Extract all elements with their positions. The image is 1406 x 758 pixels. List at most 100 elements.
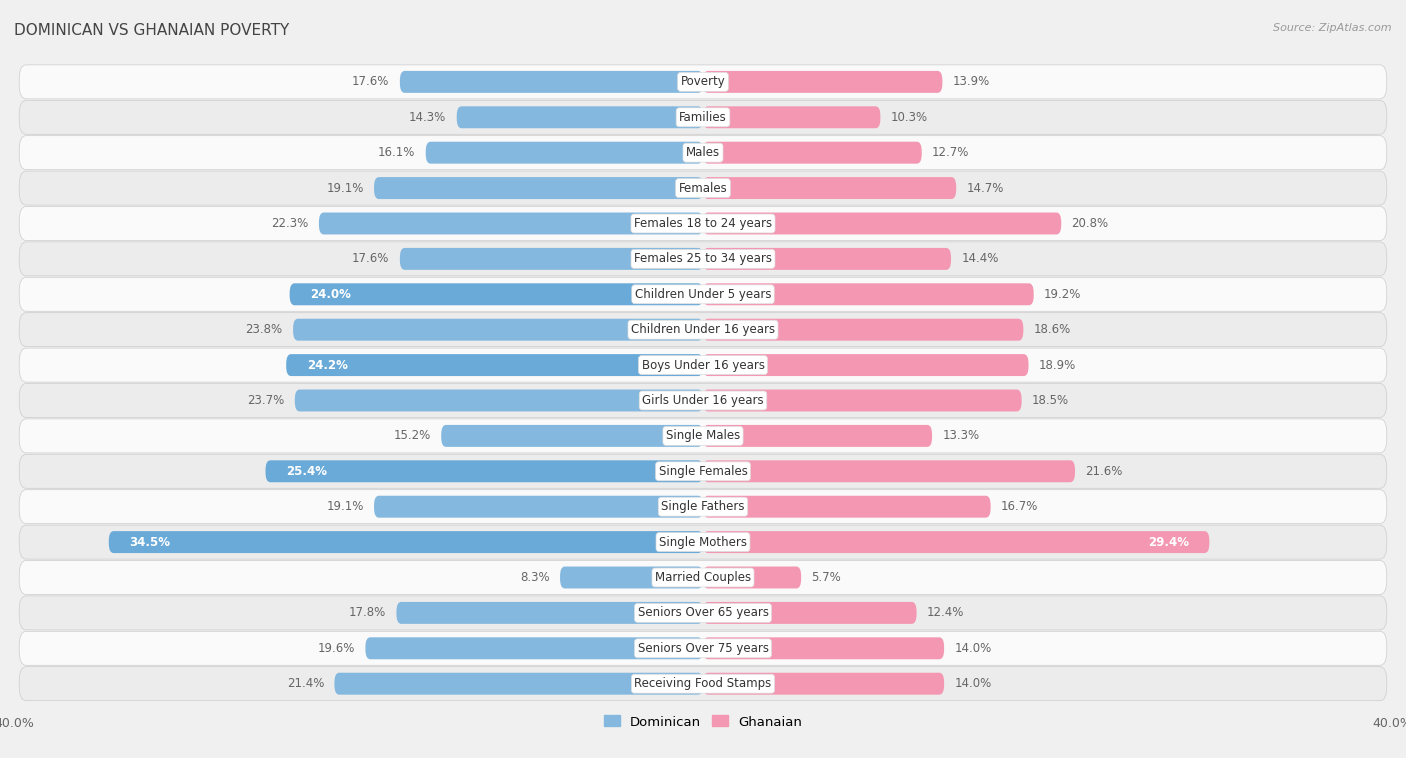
Text: 25.4%: 25.4% xyxy=(287,465,328,478)
FancyBboxPatch shape xyxy=(20,313,1386,346)
Text: 18.9%: 18.9% xyxy=(1039,359,1076,371)
Text: 5.7%: 5.7% xyxy=(811,571,841,584)
FancyBboxPatch shape xyxy=(20,65,1386,99)
FancyBboxPatch shape xyxy=(399,71,703,93)
FancyBboxPatch shape xyxy=(703,390,1022,412)
Text: 34.5%: 34.5% xyxy=(129,536,170,549)
Text: Females 18 to 24 years: Females 18 to 24 years xyxy=(634,217,772,230)
Text: 12.7%: 12.7% xyxy=(932,146,970,159)
Text: Single Mothers: Single Mothers xyxy=(659,536,747,549)
Text: Families: Families xyxy=(679,111,727,124)
Text: 14.0%: 14.0% xyxy=(955,677,991,691)
FancyBboxPatch shape xyxy=(366,637,703,659)
Text: 12.4%: 12.4% xyxy=(927,606,965,619)
Text: Seniors Over 65 years: Seniors Over 65 years xyxy=(637,606,769,619)
Text: 29.4%: 29.4% xyxy=(1147,536,1188,549)
FancyBboxPatch shape xyxy=(703,531,1209,553)
FancyBboxPatch shape xyxy=(703,602,917,624)
FancyBboxPatch shape xyxy=(20,667,1386,700)
Legend: Dominican, Ghanaian: Dominican, Ghanaian xyxy=(599,710,807,734)
Text: 24.2%: 24.2% xyxy=(307,359,347,371)
FancyBboxPatch shape xyxy=(703,71,942,93)
Text: Males: Males xyxy=(686,146,720,159)
FancyBboxPatch shape xyxy=(703,637,945,659)
FancyBboxPatch shape xyxy=(287,354,703,376)
FancyBboxPatch shape xyxy=(560,566,703,588)
Text: 10.3%: 10.3% xyxy=(891,111,928,124)
FancyBboxPatch shape xyxy=(20,525,1386,559)
Text: Girls Under 16 years: Girls Under 16 years xyxy=(643,394,763,407)
FancyBboxPatch shape xyxy=(703,212,1062,234)
Text: 21.4%: 21.4% xyxy=(287,677,323,691)
Text: 13.3%: 13.3% xyxy=(942,429,980,443)
FancyBboxPatch shape xyxy=(108,531,703,553)
FancyBboxPatch shape xyxy=(703,354,1029,376)
FancyBboxPatch shape xyxy=(20,136,1386,170)
FancyBboxPatch shape xyxy=(20,419,1386,453)
Text: 22.3%: 22.3% xyxy=(271,217,308,230)
FancyBboxPatch shape xyxy=(703,425,932,447)
Text: Married Couples: Married Couples xyxy=(655,571,751,584)
Text: 23.7%: 23.7% xyxy=(247,394,284,407)
FancyBboxPatch shape xyxy=(703,248,950,270)
Text: 19.2%: 19.2% xyxy=(1045,288,1081,301)
FancyBboxPatch shape xyxy=(20,100,1386,134)
Text: 17.6%: 17.6% xyxy=(352,252,389,265)
FancyBboxPatch shape xyxy=(441,425,703,447)
Text: Females: Females xyxy=(679,182,727,195)
Text: 20.8%: 20.8% xyxy=(1071,217,1109,230)
Text: 17.6%: 17.6% xyxy=(352,75,389,89)
FancyBboxPatch shape xyxy=(266,460,703,482)
FancyBboxPatch shape xyxy=(374,177,703,199)
Text: Single Fathers: Single Fathers xyxy=(661,500,745,513)
Text: Children Under 16 years: Children Under 16 years xyxy=(631,323,775,337)
FancyBboxPatch shape xyxy=(292,318,703,340)
Text: 19.1%: 19.1% xyxy=(326,500,364,513)
Text: 18.5%: 18.5% xyxy=(1032,394,1069,407)
Text: 23.8%: 23.8% xyxy=(246,323,283,337)
FancyBboxPatch shape xyxy=(703,318,1024,340)
Text: 16.7%: 16.7% xyxy=(1001,500,1039,513)
FancyBboxPatch shape xyxy=(374,496,703,518)
FancyBboxPatch shape xyxy=(703,283,1033,305)
Text: 16.1%: 16.1% xyxy=(378,146,415,159)
Text: Seniors Over 75 years: Seniors Over 75 years xyxy=(637,642,769,655)
Text: 14.4%: 14.4% xyxy=(962,252,998,265)
FancyBboxPatch shape xyxy=(703,673,945,694)
FancyBboxPatch shape xyxy=(20,384,1386,418)
Text: 14.3%: 14.3% xyxy=(409,111,446,124)
FancyBboxPatch shape xyxy=(703,566,801,588)
Text: 18.6%: 18.6% xyxy=(1033,323,1071,337)
FancyBboxPatch shape xyxy=(20,631,1386,666)
Text: 19.6%: 19.6% xyxy=(318,642,356,655)
FancyBboxPatch shape xyxy=(20,560,1386,594)
Text: 19.1%: 19.1% xyxy=(326,182,364,195)
FancyBboxPatch shape xyxy=(295,390,703,412)
Text: 8.3%: 8.3% xyxy=(520,571,550,584)
FancyBboxPatch shape xyxy=(457,106,703,128)
Text: 24.0%: 24.0% xyxy=(311,288,352,301)
Text: 14.0%: 14.0% xyxy=(955,642,991,655)
Text: Single Females: Single Females xyxy=(658,465,748,478)
FancyBboxPatch shape xyxy=(20,490,1386,524)
Text: 13.9%: 13.9% xyxy=(953,75,990,89)
FancyBboxPatch shape xyxy=(290,283,703,305)
FancyBboxPatch shape xyxy=(396,602,703,624)
FancyBboxPatch shape xyxy=(703,177,956,199)
Text: Females 25 to 34 years: Females 25 to 34 years xyxy=(634,252,772,265)
FancyBboxPatch shape xyxy=(399,248,703,270)
FancyBboxPatch shape xyxy=(20,596,1386,630)
FancyBboxPatch shape xyxy=(20,454,1386,488)
FancyBboxPatch shape xyxy=(20,171,1386,205)
Text: Receiving Food Stamps: Receiving Food Stamps xyxy=(634,677,772,691)
FancyBboxPatch shape xyxy=(426,142,703,164)
FancyBboxPatch shape xyxy=(703,496,991,518)
Text: Source: ZipAtlas.com: Source: ZipAtlas.com xyxy=(1274,23,1392,33)
FancyBboxPatch shape xyxy=(20,348,1386,382)
Text: 21.6%: 21.6% xyxy=(1085,465,1123,478)
FancyBboxPatch shape xyxy=(703,106,880,128)
Text: Poverty: Poverty xyxy=(681,75,725,89)
FancyBboxPatch shape xyxy=(20,277,1386,312)
FancyBboxPatch shape xyxy=(319,212,703,234)
FancyBboxPatch shape xyxy=(703,142,922,164)
